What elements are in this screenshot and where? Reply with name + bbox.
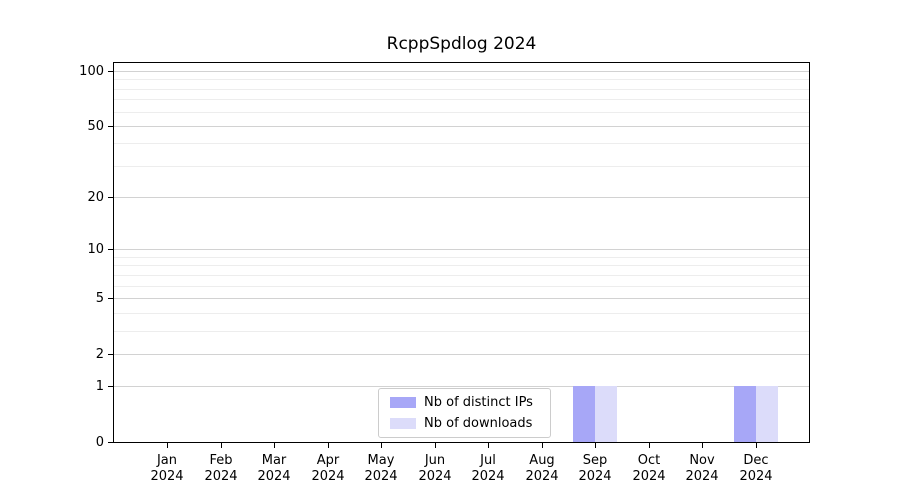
x-axis-tick [649,443,650,448]
x-tick-year: 2024 [578,469,612,484]
y-axis-tick-label: 2 [95,347,104,362]
x-tick-year: 2024 [364,469,398,484]
major-gridline [114,298,809,299]
legend-label-distinct-ips: Nb of distinct IPs [424,395,533,410]
minor-gridline [114,257,809,258]
x-axis-tick [328,443,329,448]
bar-distinct-ips [734,386,756,442]
chart-title: RcppSpdlog 2024 [386,34,537,54]
bar-downloads [595,386,617,442]
x-tick-year: 2024 [204,469,238,484]
x-axis-tick-label: Jul 2024 [456,453,520,485]
y-axis-tick-label: 10 [87,242,104,257]
x-axis-tick-label: Jun 2024 [403,453,467,485]
major-gridline [114,197,809,198]
minor-gridline [114,331,809,332]
y-axis-tick [108,197,113,198]
x-tick-month: Aug [529,453,555,468]
x-tick-month: Jun [424,453,446,468]
x-axis-tick-label: Sep 2024 [563,453,627,485]
y-axis-tick-label: 100 [79,64,104,79]
minor-gridline [114,112,809,113]
y-axis-tick-label: 50 [87,119,104,134]
legend-label-downloads: Nb of downloads [424,416,533,431]
legend-swatch-distinct-ips-icon [390,397,416,408]
minor-gridline [114,99,809,100]
x-tick-year: 2024 [257,469,291,484]
x-tick-year: 2024 [311,469,345,484]
y-axis-tick [108,71,113,72]
y-axis-tick-label: 1 [95,379,104,394]
plot-area [113,62,810,443]
minor-gridline [114,265,809,266]
x-tick-month: Feb [209,453,233,468]
x-axis-tick-label: Oct 2024 [617,453,681,485]
x-axis-tick [274,443,275,448]
minor-gridline [114,275,809,276]
x-axis-tick-label: Jan 2024 [135,453,199,485]
major-gridline [114,249,809,250]
bar-downloads [756,386,778,442]
x-axis-tick [595,443,596,448]
y-axis-tick [108,126,113,127]
x-axis-tick [756,443,757,448]
minor-gridline [114,89,809,90]
x-tick-month: May [367,453,395,468]
minor-gridline [114,286,809,287]
legend-item-distinct-ips: Nb of distinct IPs [387,392,542,413]
x-tick-month: Jul [480,453,496,468]
x-axis-tick-label: Aug 2024 [510,453,574,485]
x-tick-month: Dec [743,453,769,468]
x-tick-month: Mar [261,453,287,468]
x-axis-tick [702,443,703,448]
x-axis-tick-label: Mar 2024 [242,453,306,485]
bar-distinct-ips [573,386,595,442]
x-tick-month: Apr [316,453,340,468]
x-axis-tick-label: Nov 2024 [670,453,734,485]
y-axis-tick-label: 0 [95,435,104,450]
y-axis-tick [108,354,113,355]
x-tick-year: 2024 [150,469,184,484]
x-axis-tick-label: May 2024 [349,453,413,485]
legend: Nb of distinct IPs Nb of downloads [378,388,551,438]
x-tick-month: Jan [156,453,178,468]
minor-gridline [114,143,809,144]
y-axis-tick-label: 20 [87,190,104,205]
minor-gridline [114,79,809,80]
x-axis-tick [167,443,168,448]
y-axis-tick [108,298,113,299]
x-tick-year: 2024 [525,469,559,484]
x-tick-year: 2024 [632,469,666,484]
minor-gridline [114,166,809,167]
x-axis-tick [488,443,489,448]
x-tick-year: 2024 [685,469,719,484]
x-axis-tick [221,443,222,448]
x-tick-month: Nov [689,453,715,468]
x-axis-tick [435,443,436,448]
x-tick-year: 2024 [418,469,452,484]
x-axis-tick-label: Dec 2024 [724,453,788,485]
x-axis-tick [542,443,543,448]
major-gridline [114,354,809,355]
x-tick-month: Oct [637,453,661,468]
major-gridline [114,71,809,72]
y-axis-tick-label: 5 [95,291,104,306]
minor-gridline [114,313,809,314]
major-gridline [114,126,809,127]
major-gridline [114,386,809,387]
legend-item-downloads: Nb of downloads [387,413,542,434]
x-axis-tick-label: Apr 2024 [296,453,360,485]
legend-swatch-downloads-icon [390,418,416,429]
y-axis-tick [108,386,113,387]
x-tick-year: 2024 [739,469,773,484]
y-axis-tick [108,249,113,250]
y-axis-tick [108,442,113,443]
x-tick-month: Sep [582,453,608,468]
x-axis-tick [381,443,382,448]
x-tick-year: 2024 [471,469,505,484]
x-axis-tick-label: Feb 2024 [189,453,253,485]
